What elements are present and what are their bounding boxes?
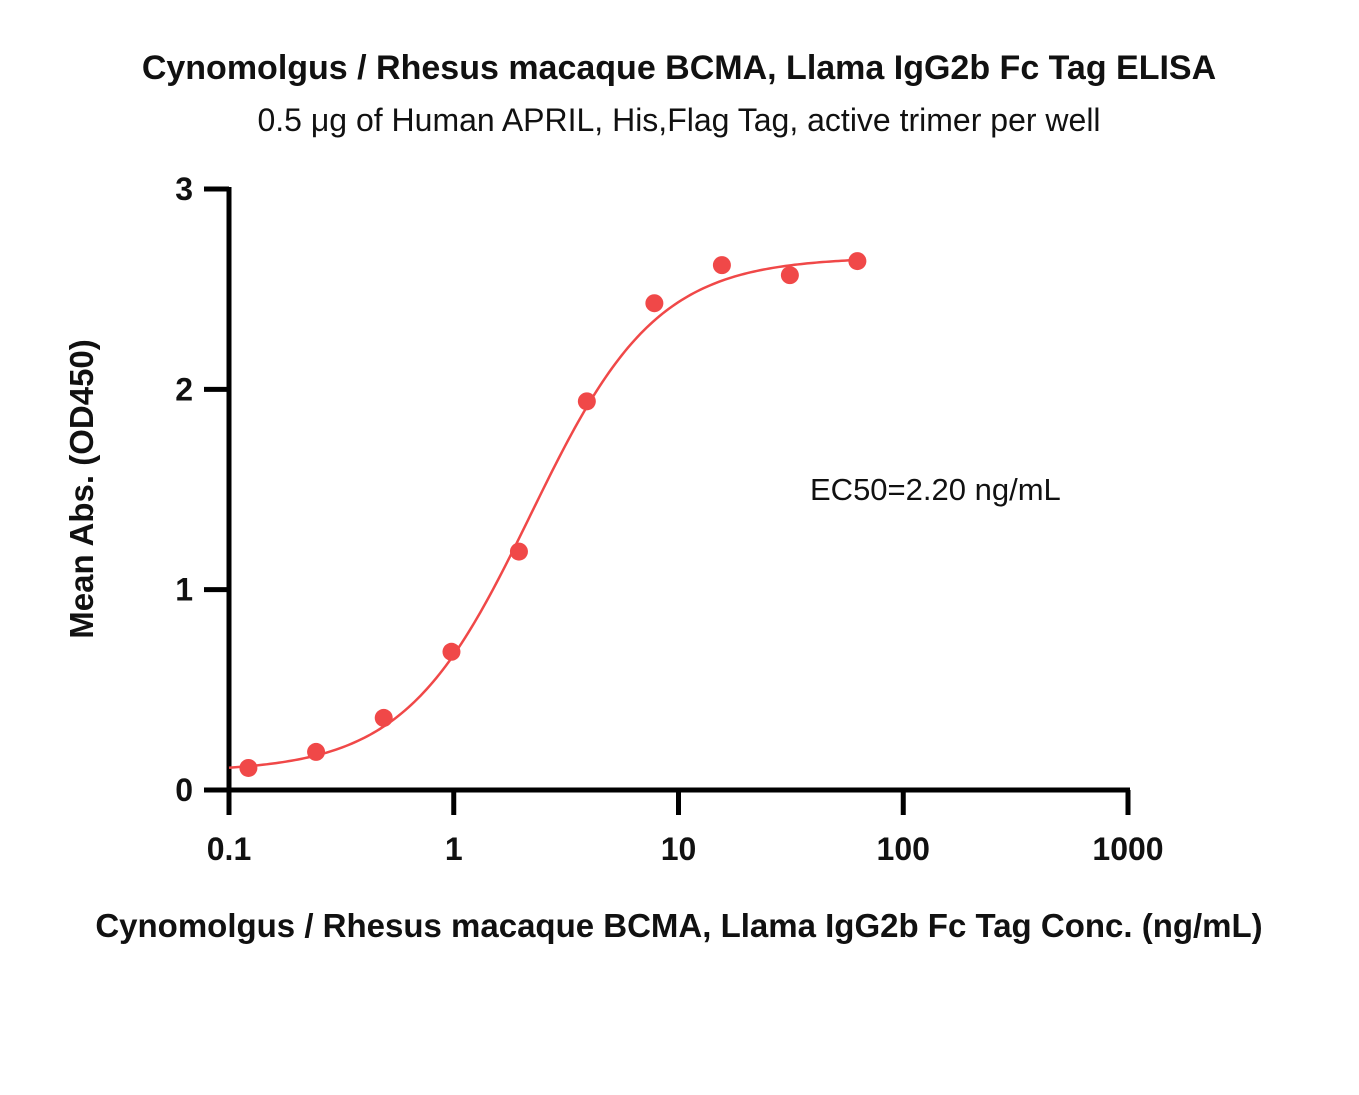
- data-point: [509, 542, 528, 561]
- x-tick-label: 0.1: [207, 831, 251, 867]
- chart-title: Cynomolgus / Rhesus macaque BCMA, Llama …: [142, 49, 1216, 87]
- data-point: [374, 708, 393, 727]
- ec50-annotation: EC50=2.20 ng/mL: [810, 472, 1061, 507]
- data-point: [577, 392, 596, 411]
- y-tick-label: 2: [175, 371, 193, 407]
- y-ticks: 0 1 2 3: [175, 171, 229, 808]
- x-tick-label: 10: [661, 831, 697, 867]
- x-tick-label: 100: [877, 831, 930, 867]
- fit-curve: [228, 258, 858, 769]
- data-point: [780, 266, 799, 285]
- y-axis-title: Mean Abs. (OD450): [63, 339, 100, 639]
- data-point: [442, 642, 461, 661]
- x-tick-label: 1000: [1092, 831, 1163, 867]
- y-tick-label: 0: [175, 772, 193, 808]
- x-ticks: 0.1 1 10 100 1000: [207, 790, 1164, 867]
- chart-subtitle: 0.5 μg of Human APRIL, His,Flag Tag, act…: [257, 102, 1100, 138]
- data-point: [712, 256, 731, 275]
- data-point: [848, 252, 867, 271]
- y-tick-label: 1: [175, 572, 193, 608]
- data-point: [645, 294, 664, 313]
- x-axis-title: Cynomolgus / Rhesus macaque BCMA, Llama …: [95, 907, 1262, 944]
- x-tick-label: 1: [445, 831, 463, 867]
- data-point: [239, 758, 258, 777]
- data-point: [307, 742, 326, 761]
- y-tick-label: 3: [175, 171, 193, 207]
- data-points: [239, 252, 867, 777]
